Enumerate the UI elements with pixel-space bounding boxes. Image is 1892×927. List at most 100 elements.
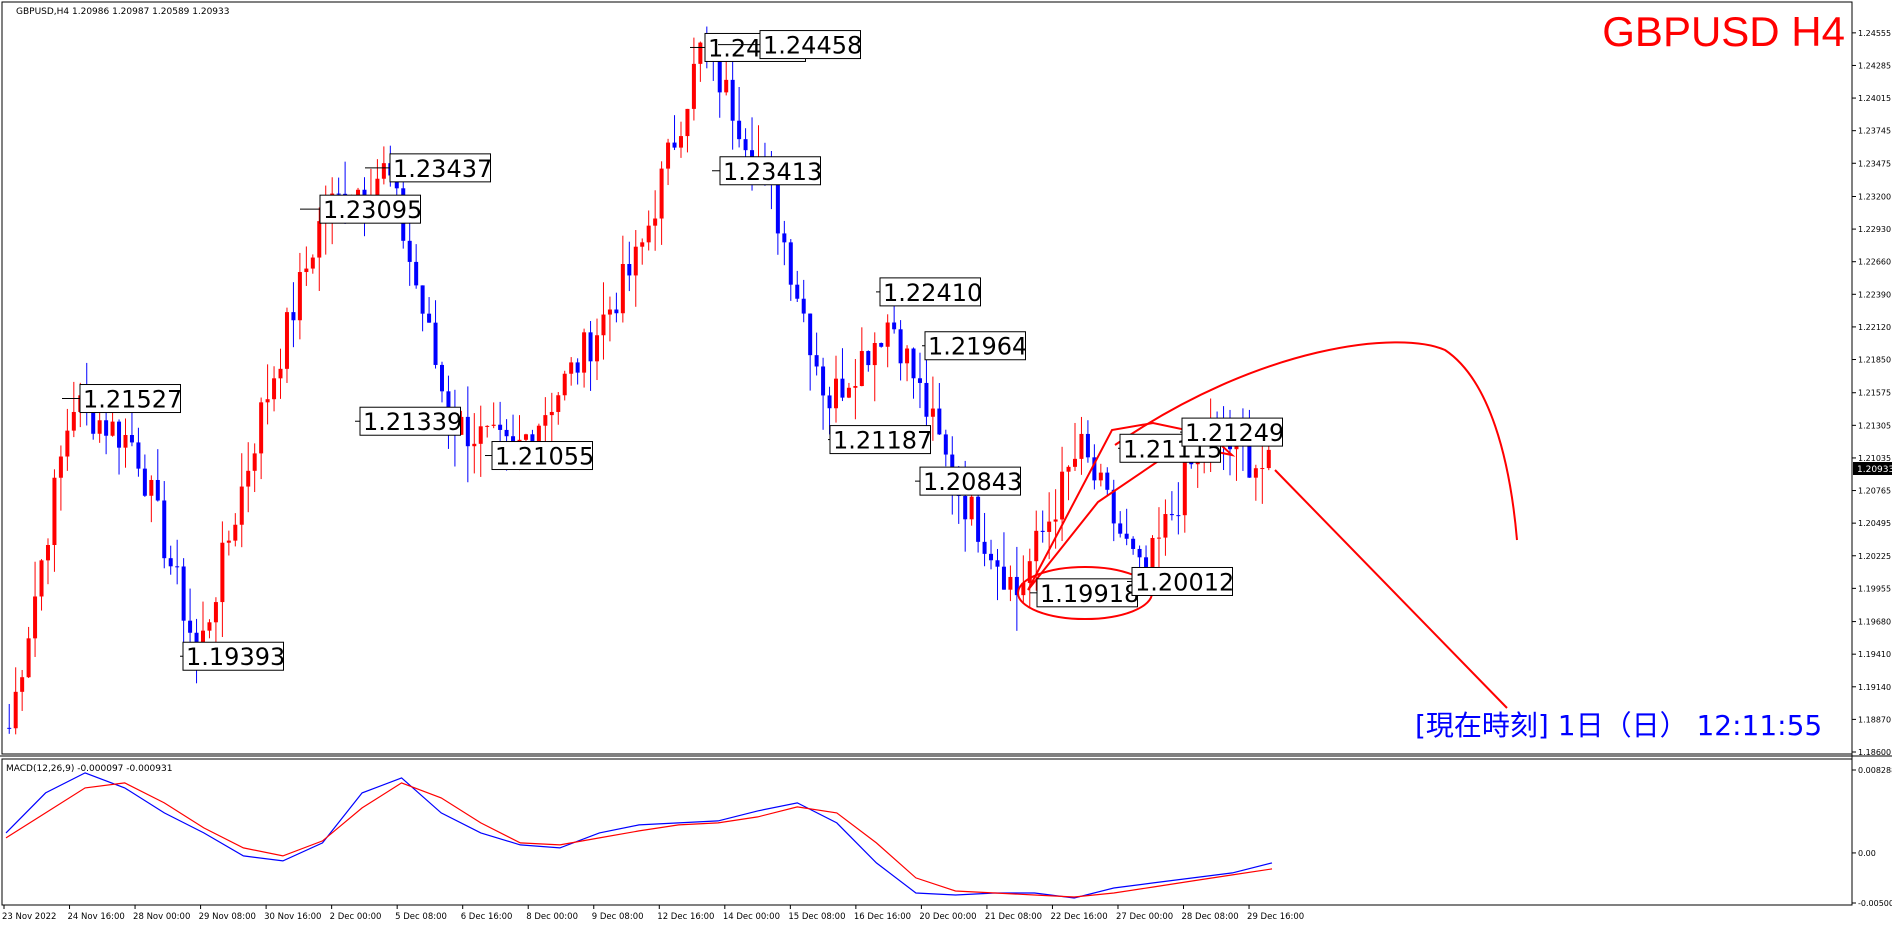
- price-label-text: 1.21249: [1185, 419, 1284, 447]
- x-tick-label: 16 Dec 16:00: [854, 912, 911, 922]
- candle-body: [614, 309, 619, 314]
- candle-body: [58, 456, 63, 478]
- price-label-text: 1.22410: [883, 279, 982, 307]
- x-tick-label: 29 Nov 08:00: [199, 912, 256, 922]
- candle-body: [71, 411, 76, 431]
- candle-body: [52, 477, 57, 546]
- candle-body: [523, 434, 528, 440]
- candle-body: [188, 620, 193, 633]
- candle-body: [930, 408, 935, 417]
- candle-body: [1156, 537, 1161, 539]
- candle-body: [304, 268, 309, 273]
- price-label-text: 1.21964: [928, 333, 1027, 361]
- candle-body: [1150, 537, 1155, 573]
- price-label-box: [79, 384, 181, 414]
- price-label-text: 1.23437: [393, 155, 492, 183]
- main-chart-panel[interactable]: [1, 1, 1853, 755]
- chart-big-title: GBPUSD H4: [1602, 8, 1845, 55]
- x-tick-label: 21 Dec 08:00: [985, 912, 1042, 922]
- candle-body: [246, 470, 251, 487]
- macd-panel[interactable]: [1, 758, 1853, 906]
- candle-body: [549, 411, 554, 416]
- candle-body: [1098, 472, 1103, 481]
- candle-body: [575, 362, 580, 373]
- price-label-text: 1.19393: [186, 643, 285, 671]
- candle-body: [640, 242, 645, 247]
- y-tick-label: 1.22660: [1858, 258, 1891, 267]
- candle-body: [1047, 521, 1052, 532]
- candle-body: [97, 420, 102, 434]
- candle-body: [1176, 515, 1181, 517]
- x-tick-label: 2 Dec 00:00: [330, 912, 382, 922]
- candle-body: [840, 378, 845, 398]
- y-tick-label: 1.22930: [1858, 225, 1891, 234]
- price-label-box: [1131, 566, 1233, 596]
- x-tick-label: 14 Dec 00:00: [723, 912, 780, 922]
- candle-body: [7, 727, 12, 729]
- candle-body: [898, 329, 903, 364]
- candle-body: [866, 351, 871, 366]
- price-labels-group: 1.21527 1.19393 1.23095 1.23437 1.21339 1.210…: [62, 30, 1284, 671]
- candle-body: [562, 373, 567, 396]
- x-tick-label: 5 Dec 08:00: [395, 912, 447, 922]
- candle-body: [995, 560, 1000, 567]
- candle-body: [659, 168, 664, 219]
- candle-body: [1163, 514, 1168, 538]
- candle-body: [1260, 468, 1265, 470]
- candle-body: [407, 240, 412, 262]
- projected-drop-line: [1274, 469, 1508, 709]
- candle-body: [724, 79, 729, 93]
- candle-body: [504, 429, 509, 437]
- price-label-box: [759, 30, 861, 60]
- candle-body: [795, 284, 800, 299]
- candle-body: [620, 264, 625, 314]
- price-label-text: 1.21527: [83, 386, 182, 414]
- candle-body: [917, 378, 922, 383]
- y-tick-label: 1.24285: [1858, 61, 1891, 70]
- candle-body: [1124, 533, 1129, 539]
- candle-body: [226, 540, 231, 543]
- candle-body: [1027, 561, 1032, 583]
- price-label-box: [829, 425, 931, 455]
- candle-body: [420, 285, 425, 314]
- x-tick-label: 29 Dec 16:00: [1247, 912, 1304, 922]
- price-label-text: 1.20012: [1135, 568, 1234, 596]
- candle-body: [110, 421, 115, 436]
- candle-body: [737, 120, 742, 140]
- candle-body: [478, 426, 483, 444]
- candle-body: [472, 443, 477, 447]
- candle-body: [1169, 514, 1174, 516]
- candle-body: [885, 322, 890, 347]
- candle-body: [162, 500, 167, 559]
- candle-body: [491, 424, 496, 426]
- y-tick-label: 1.19140: [1858, 683, 1891, 692]
- y-tick-label: 1.21035: [1858, 454, 1891, 463]
- y-tick-label: 1.24015: [1858, 94, 1891, 103]
- candle-body: [1266, 449, 1271, 469]
- x-tick-label: 8 Dec 00:00: [526, 912, 578, 922]
- candle-body: [808, 313, 813, 356]
- candle-body: [1079, 433, 1084, 459]
- x-tick-label: 9 Dec 08:00: [592, 912, 644, 922]
- candle-body: [142, 468, 147, 496]
- y-tick-label: 1.18870: [1858, 715, 1891, 724]
- y-tick-label: 1.23475: [1858, 159, 1891, 168]
- price-axis: 1.24555 1.24285 1.24015 1.23745 1.23475 1.232…: [1852, 29, 1891, 757]
- candle-body: [1008, 576, 1013, 590]
- candle-body: [905, 348, 910, 364]
- candle-body: [439, 364, 444, 392]
- candle-body: [414, 261, 419, 286]
- candle-body: [220, 542, 225, 603]
- candle-body: [1053, 519, 1058, 522]
- candle-body: [291, 312, 296, 321]
- candle-body: [911, 348, 916, 379]
- candle-body: [465, 416, 470, 447]
- candle-body: [259, 402, 264, 454]
- candle-body: [1066, 466, 1071, 472]
- x-tick-label: 24 Nov 16:00: [68, 912, 125, 922]
- candle-body: [775, 180, 780, 234]
- candle-body: [310, 257, 315, 269]
- candle-body: [846, 387, 851, 398]
- price-label-text: 1.20843: [923, 468, 1022, 496]
